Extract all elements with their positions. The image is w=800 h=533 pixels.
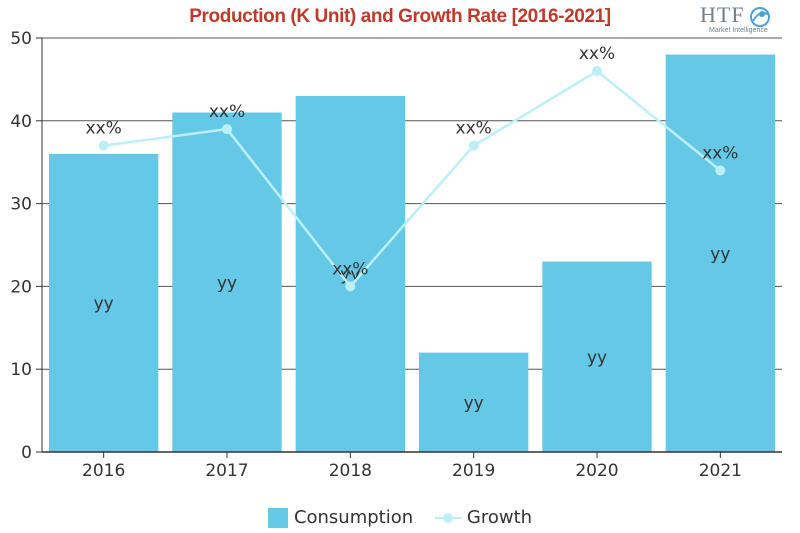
globe-icon: [750, 7, 770, 27]
growth-point: [98, 140, 109, 151]
bar-data-label: yy: [710, 244, 730, 264]
y-tick-label: 0: [21, 443, 32, 463]
x-tick-label: 2016: [82, 461, 125, 481]
growth-data-label: xx%: [209, 102, 245, 122]
y-tick-label: 50: [10, 29, 32, 49]
logo-subtext: Market Intelligence: [709, 27, 768, 34]
logo: HTF Market Intelligence: [700, 2, 780, 36]
bar: [419, 352, 529, 452]
bar: [542, 261, 652, 452]
y-tick-label: 10: [10, 360, 32, 380]
growth-line: [103, 69, 722, 289]
y-tick-label: 20: [10, 277, 32, 297]
legend-item-consumption[interactable]: Consumption: [267, 507, 414, 528]
legend-swatch-consumption: [267, 507, 288, 528]
bar: [295, 95, 405, 453]
growth-point: [468, 140, 479, 151]
bar-data-label: yy: [94, 294, 114, 314]
growth-data-label: xx%: [332, 259, 368, 279]
x-tick-label: 2017: [205, 461, 248, 481]
y-tick-label: 30: [10, 195, 32, 215]
growth-data-label: xx%: [579, 44, 615, 64]
growth-point: [222, 124, 232, 135]
growth-point: [715, 165, 726, 176]
x-tick-label: 2018: [329, 461, 372, 481]
legend-swatch-growth: [434, 508, 461, 528]
bar: [172, 112, 282, 453]
x-tick-label: 2020: [575, 461, 618, 481]
growth-data-label: xx%: [702, 143, 738, 163]
bar-data-label: yy: [587, 348, 607, 368]
logo-text: HTF: [700, 2, 745, 27]
growth-data-label: xx%: [86, 119, 122, 139]
chart-title: Production (K Unit) and Growth Rate [201…: [189, 6, 611, 27]
legend-item-growth[interactable]: Growth: [434, 507, 533, 528]
bar: [665, 54, 775, 453]
bar-data-label: yy: [217, 273, 237, 293]
growth-point: [592, 66, 602, 77]
x-tick-label: 2021: [699, 461, 742, 481]
x-tick-label: 2019: [452, 461, 495, 481]
legend-label-growth: Growth: [466, 507, 533, 528]
bar-data-label: yy: [464, 393, 484, 413]
growth-point: [345, 281, 356, 292]
bar: [49, 153, 159, 453]
legend-label-consumption: Consumption: [293, 507, 414, 528]
legend: Consumption Growth: [0, 507, 800, 533]
growth-data-label: xx%: [456, 119, 492, 139]
y-tick-label: 40: [10, 112, 32, 132]
